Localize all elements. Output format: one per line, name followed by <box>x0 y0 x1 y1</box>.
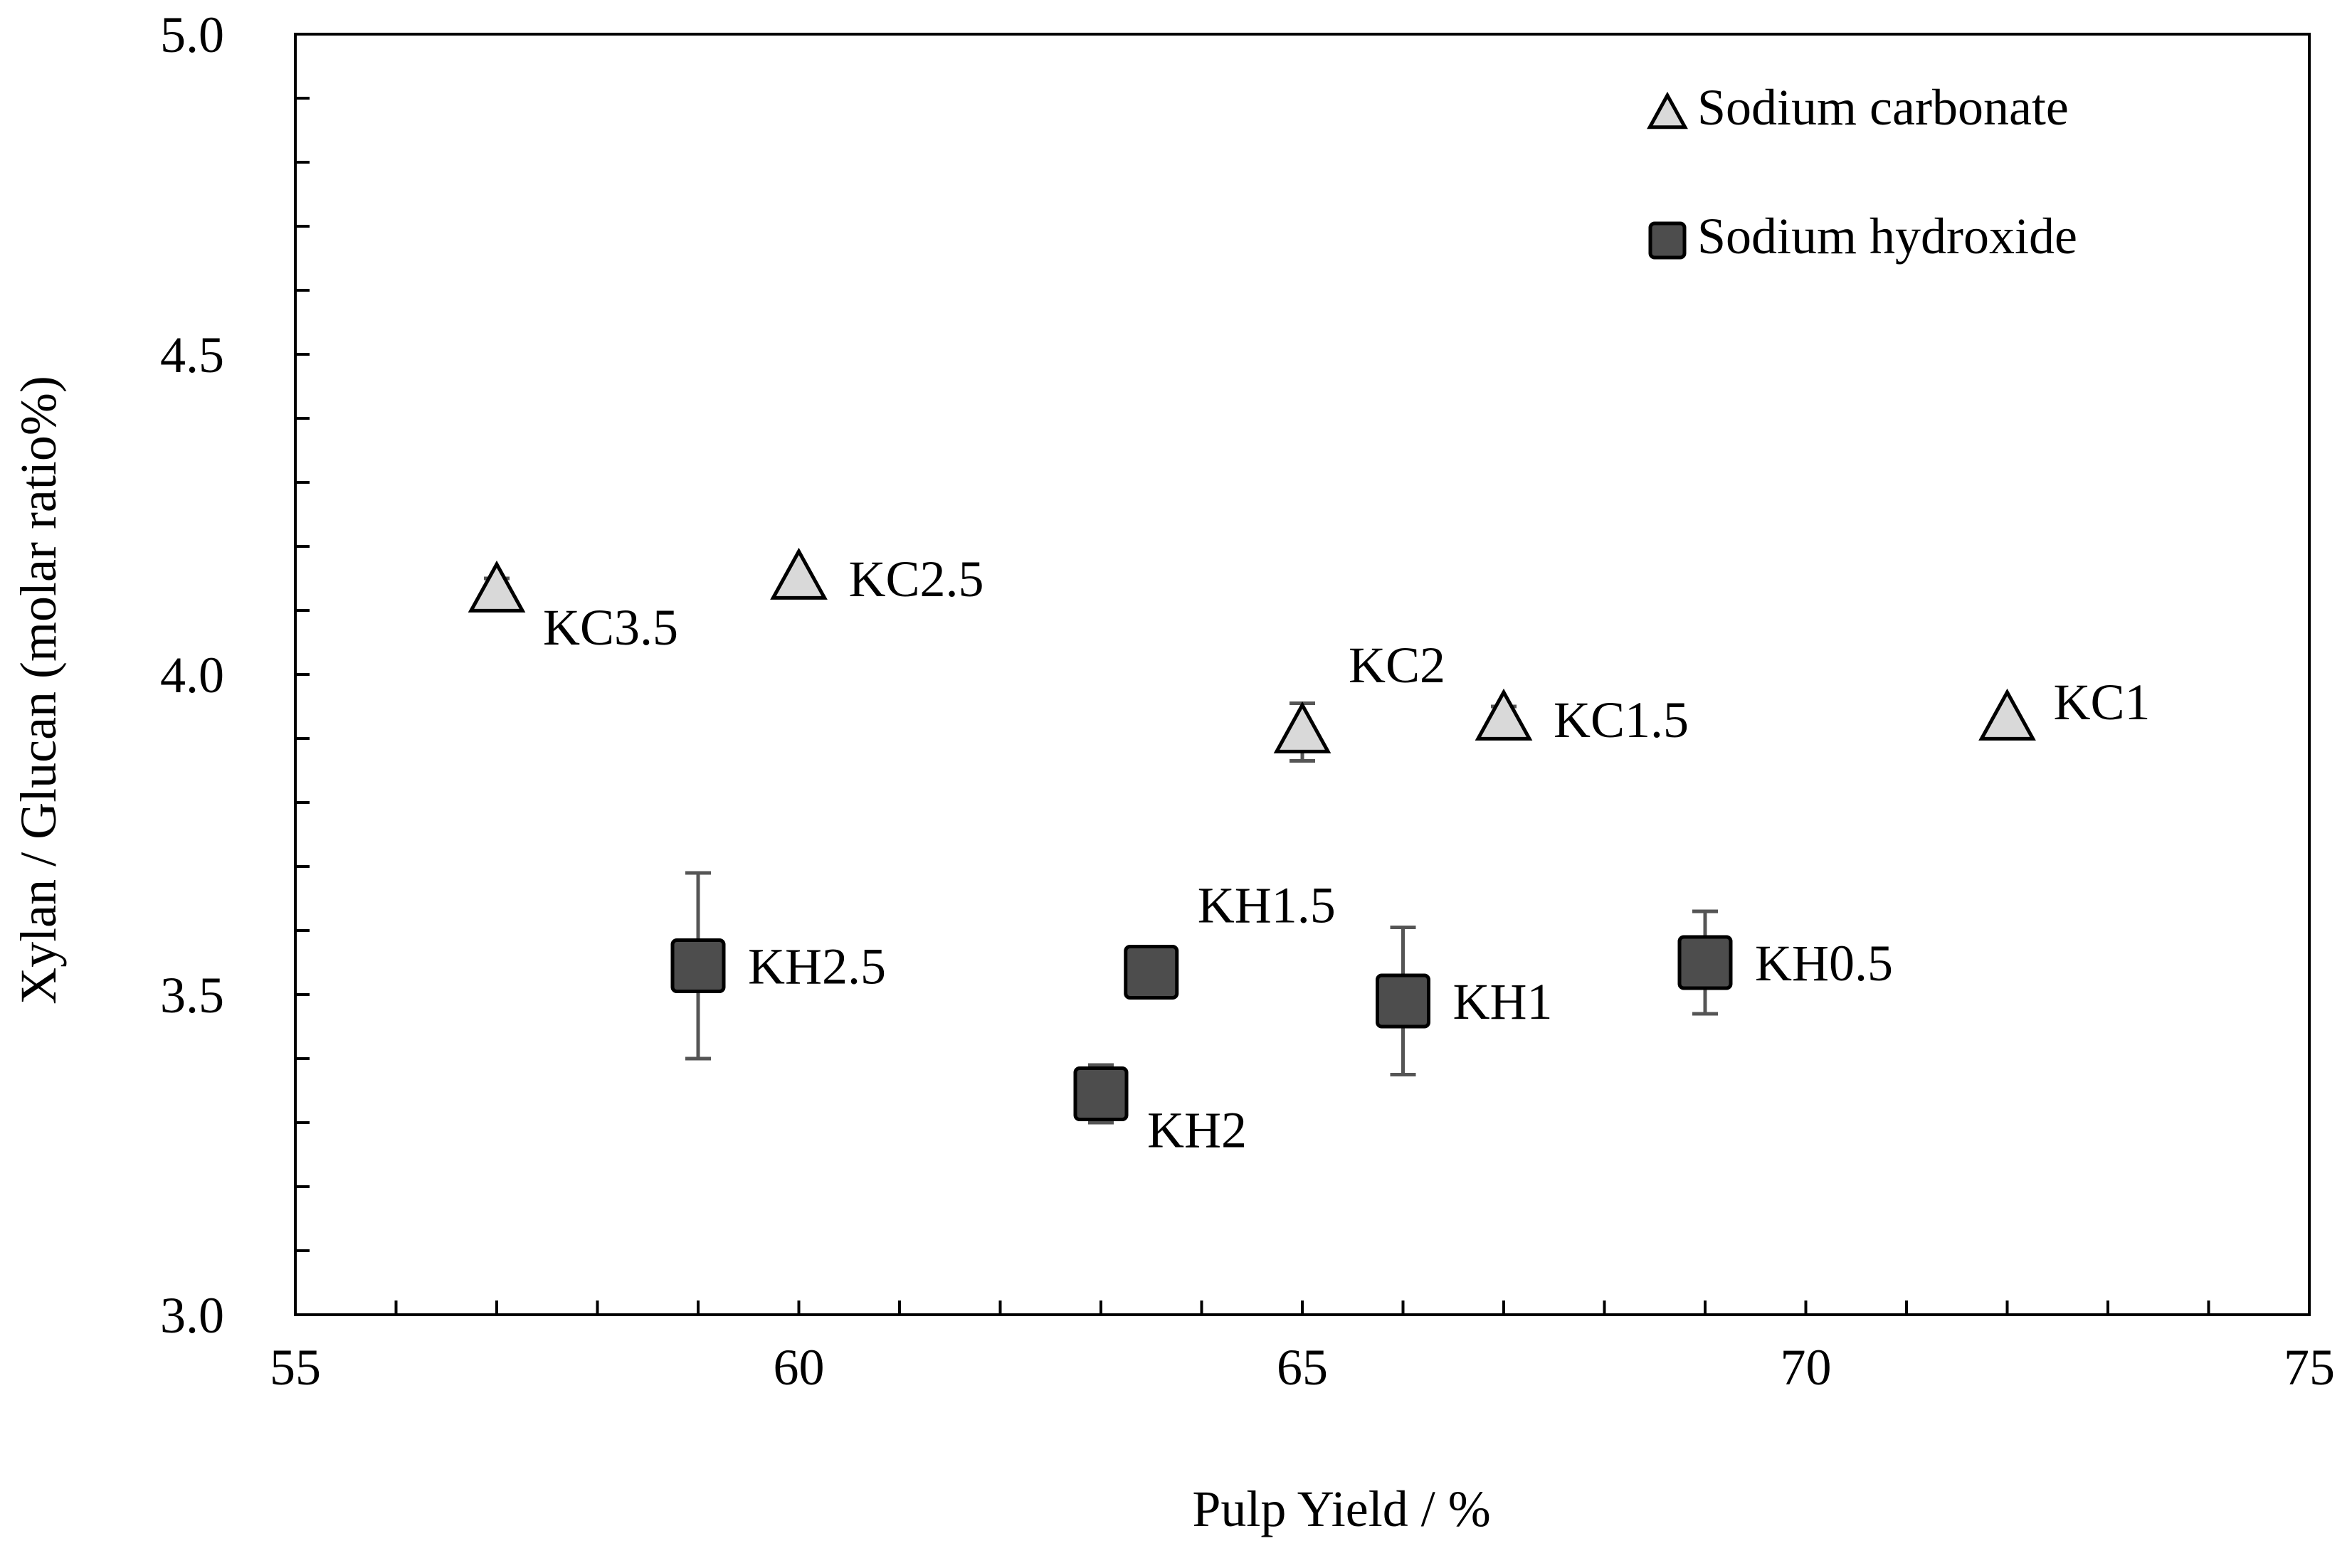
point-label-kh0-5: KH0.5 <box>1755 935 1893 992</box>
x-tick-label: 65 <box>1277 1339 1328 1396</box>
legend-marker-triangle <box>1647 91 1688 129</box>
y-tick-label: 5.0 <box>160 6 224 63</box>
point-label-kh2: KH2 <box>1147 1102 1247 1159</box>
y-tick-label: 3.0 <box>160 1287 224 1344</box>
point-kh1-5 <box>1124 945 1179 1000</box>
point-label-kc1: KC1 <box>2054 674 2151 731</box>
x-tick-label: 70 <box>1781 1339 1832 1396</box>
point-kc1-5 <box>1475 688 1533 741</box>
x-axis-title: Pulp Yield / % <box>1192 1480 1490 1537</box>
point-label-kc2-5: KC2.5 <box>849 551 984 608</box>
x-tick-label: 75 <box>2284 1339 2335 1396</box>
y-tick-label: 4.5 <box>160 327 224 383</box>
point-kc1 <box>1978 688 2036 741</box>
point-label-kc2: KC2 <box>1349 637 1445 694</box>
data-group: KC3.5 KC2.5 KC2 KC1.5 KC1 KH2.5 KH2 KH1.5 KH1 KH0… <box>468 547 2151 1159</box>
y-tick-label: 3.5 <box>160 967 224 1024</box>
point-kc3-5 <box>468 560 526 613</box>
point-kh2-5 <box>670 938 726 993</box>
point-label-kh2-5: KH2.5 <box>748 938 886 995</box>
legend-marker-square <box>1648 221 1687 260</box>
point-label-kh1-5: KH1.5 <box>1198 877 1336 934</box>
point-kh0-5 <box>1677 935 1733 990</box>
legend-item-sodium-carbonate: Sodium carbonate <box>1647 79 2069 136</box>
y-tick-label: 4.0 <box>160 647 224 704</box>
point-kc2-5 <box>770 547 828 600</box>
point-label-kh1: KH1 <box>1453 973 1553 1030</box>
point-kh2 <box>1073 1066 1129 1121</box>
x-tick-label: 60 <box>774 1339 825 1396</box>
series-sodium-hydroxide: KH2.5 KH2 KH1.5 KH1 KH0.5 <box>670 871 1893 1159</box>
series-sodium-carbonate: KC3.5 KC2.5 KC2 KC1.5 KC1 <box>468 547 2151 763</box>
point-label-kc3-5: KC3.5 <box>543 599 678 656</box>
legend-label-sodium-hydroxide: Sodium hydroxide <box>1697 208 2077 265</box>
legend-item-sodium-hydroxide: Sodium hydroxide <box>1648 208 2077 265</box>
y-axis-title: Xylan / Glucan (molar ratio%) <box>10 376 67 1005</box>
legend-label-sodium-carbonate: Sodium carbonate <box>1697 79 2069 136</box>
point-kc2 <box>1273 701 1331 753</box>
x-tick-label: 55 <box>270 1339 321 1396</box>
point-label-kc1-5: KC1.5 <box>1554 692 1689 748</box>
point-kh1 <box>1376 973 1430 1029</box>
axes-group: 55 60 65 70 75 3.0 3.5 4.0 4.5 5.0 <box>160 6 2335 1396</box>
legend: Sodium carbonate Sodium hydroxide <box>1647 79 2077 265</box>
